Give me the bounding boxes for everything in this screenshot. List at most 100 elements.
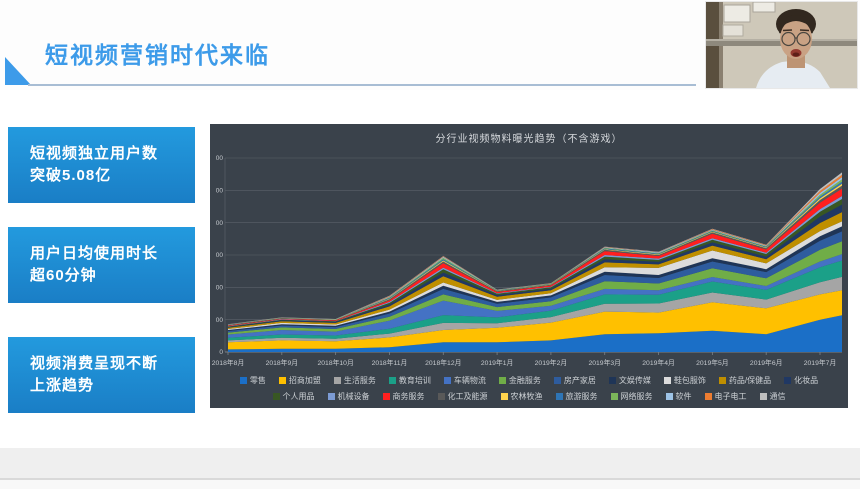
stat-box-line: 突破5.08亿	[30, 167, 112, 184]
stat-box-users: 短视频独立用户数 突破5.08亿	[8, 127, 195, 203]
legend-item: 农林牧渔	[500, 391, 543, 402]
legend-label: 房产家居	[563, 375, 596, 385]
presenter-illustration	[706, 2, 857, 88]
legend-swatch	[278, 376, 286, 384]
legend-swatch	[498, 376, 506, 384]
legend-item: 电子电工	[704, 391, 747, 402]
chart-legend-row-1: 零售 招商加盟 生活服务 教育培训 车辆物流 金融服务 房产家居 文娱传媒 鞋包服饰 药品/保健品…	[210, 372, 848, 388]
legend-item: 软件	[665, 391, 692, 402]
legend-swatch	[388, 376, 396, 384]
legend-swatch	[784, 376, 792, 384]
legend-item: 个人用品	[272, 391, 315, 402]
legend-label: 金融服务	[508, 375, 541, 385]
legend-label: 通信	[769, 391, 786, 401]
legend-swatch	[443, 376, 451, 384]
legend-swatch	[437, 392, 445, 400]
area-series	[228, 290, 842, 350]
player-bar-divider	[0, 478, 860, 480]
legend-label: 车辆物流	[453, 375, 486, 385]
legend-item: 旅游服务	[555, 391, 598, 402]
svg-text:2019年2月: 2019年2月	[535, 358, 568, 367]
svg-text:00: 00	[216, 317, 224, 324]
svg-text:00: 00	[216, 252, 224, 259]
title-accent-triangle	[5, 57, 31, 85]
legend-item: 化妆品	[784, 375, 818, 386]
legend-label: 商务服务	[392, 391, 425, 401]
legend-swatch	[663, 376, 671, 384]
wall-frame	[723, 4, 751, 23]
svg-text:2019年7月: 2019年7月	[804, 358, 837, 367]
svg-text:2019年6月: 2019年6月	[750, 358, 783, 367]
wall-frame	[722, 24, 744, 37]
legend-label: 生活服务	[343, 375, 376, 385]
legend-label: 化工及能源	[447, 391, 488, 401]
legend-swatch	[333, 376, 341, 384]
page-title: 短视频营销时代来临	[45, 42, 270, 68]
legend-label: 网络服务	[620, 391, 653, 401]
svg-text:2018年8月: 2018年8月	[212, 358, 245, 367]
legend-item: 金融服务	[498, 375, 541, 386]
legend-label: 化妆品	[794, 375, 819, 385]
legend-label: 零售	[249, 375, 266, 385]
legend-item: 生活服务	[333, 375, 376, 386]
player-control-bar[interactable]	[0, 448, 860, 478]
legend-swatch	[665, 392, 673, 400]
stat-box-line: 超60分钟	[30, 267, 97, 284]
presenter-webcam-video[interactable]	[706, 2, 857, 88]
chart-title: 分行业视频物料曝光趋势（不含游戏）	[435, 134, 623, 145]
presenter-person	[756, 9, 830, 88]
stat-box-trend: 视频消费呈现不断 上涨趋势	[8, 337, 195, 413]
legend-swatch	[718, 376, 726, 384]
legend-item: 通信	[759, 391, 786, 402]
wall-frame	[752, 2, 776, 13]
svg-text:0: 0	[219, 349, 223, 356]
stat-box-duration: 用户日均使用时长 超60分钟	[8, 227, 195, 303]
legend-label: 旅游服务	[565, 391, 598, 401]
legend-item: 机械设备	[327, 391, 370, 402]
legend-swatch	[610, 392, 618, 400]
svg-text:00: 00	[216, 188, 224, 195]
player-bar-strip	[0, 480, 860, 489]
svg-text:2019年5月: 2019年5月	[696, 358, 729, 367]
legend-label: 农林牧渔	[510, 391, 543, 401]
legend-label: 软件	[675, 391, 692, 401]
svg-text:2018年10月: 2018年10月	[317, 358, 353, 367]
legend-item: 药品/保健品	[718, 375, 772, 386]
legend-label: 教育培训	[398, 375, 431, 385]
chart-legend-row-2: 个人用品 机械设备 商务服务 化工及能源 农林牧渔 旅游服务 网络服务 软件 电子电工 通信	[210, 388, 848, 404]
area-series	[228, 315, 842, 352]
legend-swatch	[759, 392, 767, 400]
svg-text:2019年4月: 2019年4月	[642, 358, 675, 367]
svg-text:00: 00	[216, 220, 224, 227]
legend-item: 网络服务	[610, 391, 653, 402]
legend-swatch	[382, 392, 390, 400]
legend-item: 房产家居	[553, 375, 596, 386]
legend-swatch	[553, 376, 561, 384]
legend-swatch	[239, 376, 247, 384]
stat-box-line: 上涨趋势	[30, 377, 95, 394]
legend-swatch	[555, 392, 563, 400]
stat-box-line: 用户日均使用时长	[30, 245, 159, 263]
title-underline	[28, 84, 696, 86]
industry-exposure-chart: 分行业视频物料曝光趋势（不含游戏） 0 00 00 00 00 00 00 2018年8月 20…	[210, 124, 848, 408]
stat-box-line: 短视频独立用户数	[30, 145, 159, 163]
legend-item: 车辆物流	[443, 375, 486, 386]
legend-item: 零售	[239, 375, 266, 386]
legend-label: 机械设备	[337, 391, 370, 401]
legend-item: 鞋包服饰	[663, 375, 706, 386]
legend-swatch	[272, 392, 280, 400]
svg-text:2018年11月: 2018年11月	[372, 358, 408, 367]
legend-item: 招商加盟	[278, 375, 321, 386]
legend-label: 鞋包服饰	[673, 375, 706, 385]
legend-item: 教育培训	[388, 375, 431, 386]
chart-areas	[228, 172, 842, 352]
x-axis-labels: 2018年8月 2018年9月 2018年10月 2018年11月 2018年12月 20…	[212, 352, 837, 367]
svg-text:00: 00	[216, 285, 224, 292]
legend-item: 化工及能源	[437, 391, 488, 402]
legend-label: 药品/保健品	[728, 375, 772, 385]
legend-swatch	[500, 392, 508, 400]
legend-swatch	[327, 392, 335, 400]
svg-text:00: 00	[216, 155, 224, 162]
legend-item: 商务服务	[382, 391, 425, 402]
